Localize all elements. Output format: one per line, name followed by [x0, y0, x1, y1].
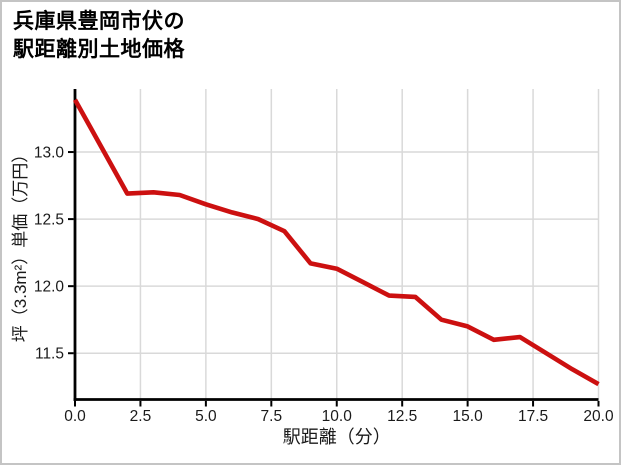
chart-title-line-2: 駅距離別土地価格 [13, 38, 185, 61]
y-tick-label: 12.0 [34, 279, 65, 296]
x-tick-label: 17.5 [518, 408, 548, 425]
y-tick-label: 13.0 [34, 145, 65, 162]
x-tick-label: 15.0 [453, 408, 484, 425]
x-axis-title: 駅距離（分） [283, 427, 391, 447]
price-line [72, 98, 600, 387]
x-tick-label: 20.0 [583, 408, 614, 425]
x-tick-label: 5.0 [195, 408, 217, 425]
chart-title: 兵庫県豊岡市伏の 駅距離別土地価格 [13, 8, 185, 64]
x-tick-label: 2.5 [130, 408, 152, 425]
x-tick-label: 10.0 [322, 408, 353, 425]
chart-title-line-1: 兵庫県豊岡市伏の [13, 10, 185, 33]
x-tick-label: 12.5 [387, 408, 417, 425]
y-axis-title: 坪（3.3m²）単価（万円） [11, 146, 30, 342]
y-tick-label: 11.5 [35, 346, 64, 363]
y-tick-label: 12.5 [34, 212, 64, 229]
x-tick-label: 7.5 [261, 408, 283, 425]
x-tick-label: 0.0 [64, 408, 86, 425]
